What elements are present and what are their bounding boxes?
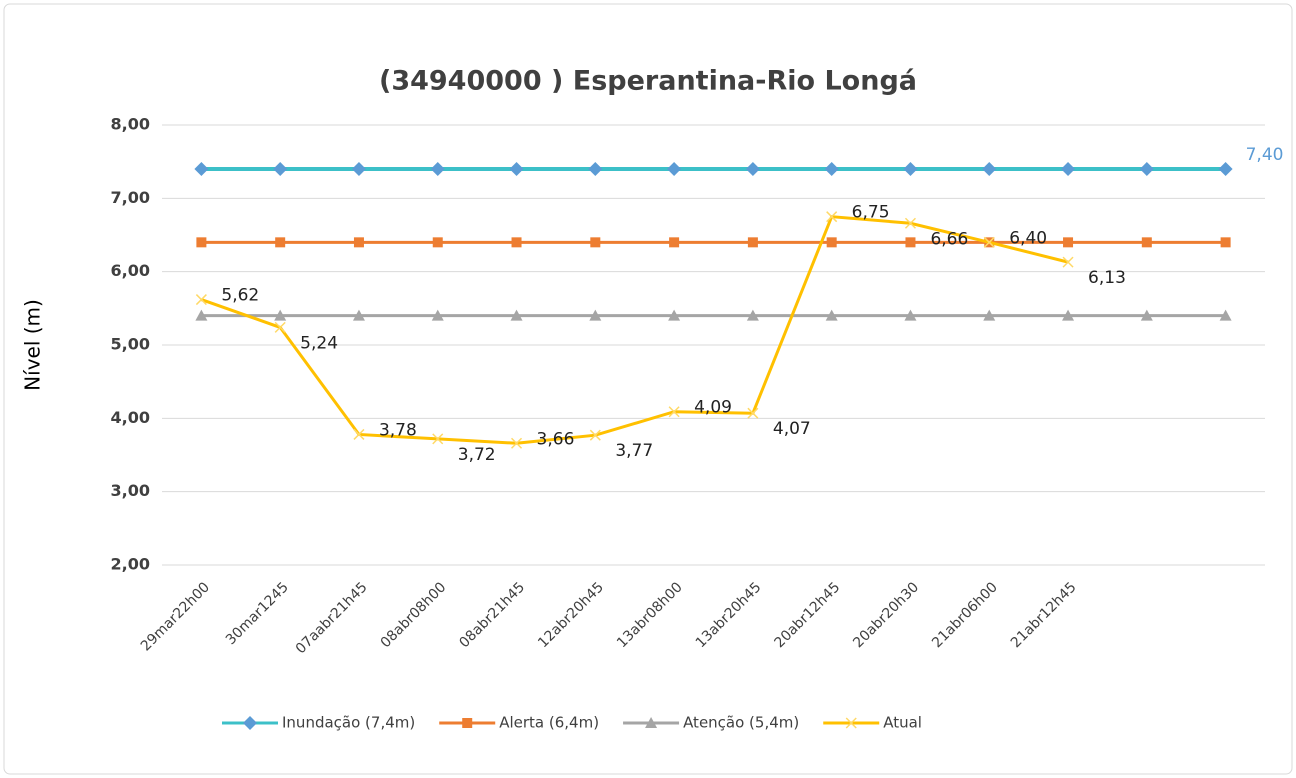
data-label: 3,78 (379, 420, 417, 440)
marker (589, 309, 602, 321)
marker (1140, 309, 1153, 321)
marker (430, 162, 445, 176)
marker (351, 162, 366, 176)
chart-frame (3, 3, 1293, 775)
marker (195, 294, 207, 306)
marker (826, 237, 837, 248)
marker (195, 309, 208, 321)
y-tick-label: 8,00 (111, 115, 150, 134)
marker (669, 237, 680, 248)
marker (746, 309, 759, 321)
legend-marker (645, 717, 658, 728)
marker (511, 237, 522, 248)
marker (353, 237, 364, 248)
data-label: 6,66 (930, 229, 968, 249)
marker (590, 237, 601, 248)
marker (826, 211, 838, 223)
legend-label: Atenção (5,4m) (683, 714, 799, 732)
y-tick-label: 7,00 (111, 188, 150, 207)
marker (825, 309, 838, 321)
marker (273, 162, 288, 176)
marker (431, 309, 444, 321)
marker (353, 428, 365, 440)
marker (1139, 162, 1154, 176)
data-label: 3,72 (458, 445, 496, 465)
y-tick-label: 5,00 (111, 335, 150, 354)
marker (668, 406, 680, 418)
marker (432, 433, 444, 445)
data-label: 7,40 (1246, 145, 1284, 165)
legend-marker (243, 716, 257, 730)
marker (589, 429, 601, 441)
legend-label: Atual (883, 714, 922, 732)
marker (194, 162, 209, 176)
marker (509, 162, 524, 176)
data-label: 4,07 (773, 419, 811, 439)
marker (196, 237, 207, 248)
marker (747, 407, 759, 419)
chart-title: (34940000 ) Esperantina-Rio Longá (379, 66, 917, 97)
marker (510, 309, 523, 321)
data-label: 5,62 (221, 286, 259, 306)
legend-marker (462, 718, 473, 728)
marker (668, 309, 681, 321)
marker (982, 162, 997, 176)
marker (983, 236, 995, 248)
marker (745, 162, 760, 176)
data-label: 3,77 (615, 441, 653, 461)
marker (905, 237, 916, 248)
data-label: 6,75 (852, 203, 890, 223)
marker (588, 162, 603, 176)
marker (667, 162, 682, 176)
marker (747, 237, 758, 248)
marker (904, 309, 917, 321)
y-tick-label: 2,00 (111, 555, 150, 574)
marker (274, 321, 286, 333)
marker (432, 237, 443, 248)
marker (1219, 309, 1232, 321)
data-label: 4,09 (694, 398, 732, 418)
data-label: 3,66 (537, 429, 575, 449)
marker (1062, 309, 1075, 321)
marker (904, 217, 916, 229)
marker (1061, 162, 1076, 176)
marker (824, 162, 839, 176)
y-tick-label: 3,00 (111, 481, 150, 500)
legend-marker (845, 717, 857, 729)
marker (983, 309, 996, 321)
marker (1141, 237, 1152, 248)
legend-label: Alerta (6,4m) (499, 714, 599, 732)
data-label: 5,24 (300, 333, 338, 353)
marker (1220, 237, 1231, 248)
marker (1063, 237, 1074, 248)
y-tick-label: 6,00 (111, 261, 150, 280)
legend-label: Inundação (7,4m) (282, 714, 415, 732)
marker (511, 437, 523, 449)
marker (903, 162, 918, 176)
y-tick-label: 4,00 (111, 408, 150, 427)
data-label: 6,40 (1009, 228, 1047, 248)
series-line (200, 215, 1069, 445)
marker (1218, 162, 1233, 176)
marker (1062, 256, 1074, 268)
data-label: 6,13 (1088, 268, 1126, 288)
marker (274, 309, 287, 321)
y-axis-label: Nível (m) (21, 299, 45, 391)
marker (352, 309, 365, 321)
marker (275, 237, 286, 248)
